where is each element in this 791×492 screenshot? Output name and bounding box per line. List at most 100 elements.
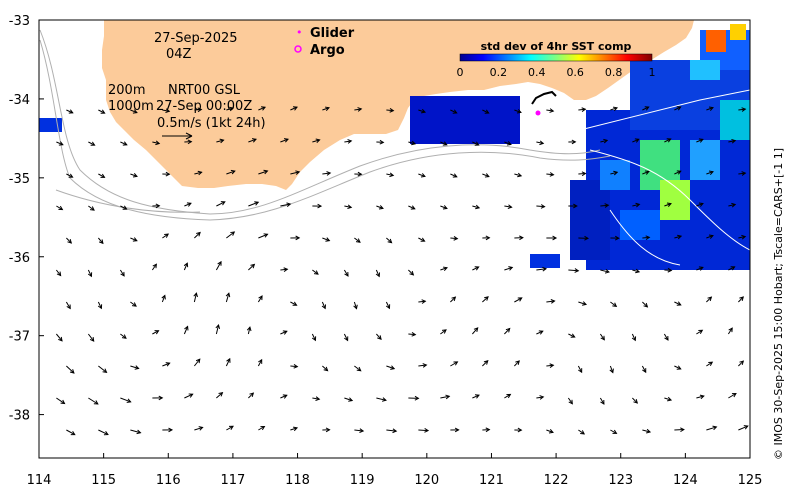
current-vector (408, 269, 414, 276)
current-vector-head (454, 427, 460, 433)
current-vector-head (161, 294, 166, 300)
current-vector (706, 107, 714, 111)
current-vector-head (574, 268, 580, 273)
current-vector (599, 333, 605, 341)
current-vector-head (90, 206, 95, 211)
current-vector-head (743, 425, 749, 430)
current-vector-head (326, 171, 332, 176)
current-vector-head (389, 172, 395, 178)
current-vector-head (69, 369, 75, 374)
current-vector-head (102, 368, 108, 374)
current-vector-head (452, 173, 458, 178)
credit-text: © IMOS 30-Sep-2025 15:00 Hobart; Tscale=… (772, 147, 785, 460)
current-vector (343, 333, 349, 341)
current-vector (696, 266, 704, 271)
current-vector-head (217, 260, 222, 266)
current-vector (311, 333, 316, 341)
map-time: 04Z (166, 47, 192, 62)
current-vector (610, 171, 618, 175)
current-vector (225, 293, 230, 303)
current-vector (642, 236, 650, 239)
current-vector (641, 365, 647, 373)
current-vector-head (677, 234, 683, 240)
current-vector-head (379, 139, 385, 145)
current-vector (418, 429, 429, 432)
current-vector-head (344, 271, 349, 277)
scale-label: 0.5m/s (1kt 24h) (157, 116, 266, 131)
current-vector (450, 173, 457, 178)
current-vector-head (347, 139, 353, 144)
product-time-label: 27-Sep 00:00Z (156, 99, 252, 114)
current-vector-head (229, 106, 235, 112)
current-vector-head (414, 395, 420, 401)
longitude-axis: 114 115 116 117 118 119 120 121 122 123 124 125 (27, 453, 762, 488)
current-vector (247, 327, 251, 335)
current-vector (322, 107, 330, 111)
current-vector-head (195, 358, 201, 364)
current-vector (66, 237, 72, 244)
current-vector (674, 301, 681, 306)
current-vector-head (712, 425, 718, 431)
current-vector-head (708, 234, 714, 239)
current-vector-head (197, 107, 203, 113)
current-vector (98, 109, 105, 114)
current-vector (546, 300, 555, 303)
current-vector (482, 173, 490, 178)
current-vector-head (286, 202, 292, 207)
current-vector-head (188, 393, 194, 398)
current-vector (706, 361, 713, 367)
current-vector (376, 397, 387, 401)
current-vector-head (152, 263, 157, 269)
current-vector (610, 301, 617, 307)
current-vector (344, 140, 352, 143)
current-vector-head (68, 173, 74, 178)
current-vector (504, 328, 511, 335)
lat-tick-label: -37 (9, 330, 30, 345)
current-vector (696, 329, 703, 335)
current-vector (194, 108, 202, 111)
current-vector-head (708, 170, 714, 176)
current-vector (194, 171, 202, 175)
current-vector-head (197, 170, 203, 176)
current-vector-head (132, 302, 137, 307)
current-vector (280, 203, 291, 207)
current-vector-head (411, 331, 417, 337)
current-vector (727, 327, 733, 335)
current-vector-head (631, 336, 637, 342)
current-vector (290, 365, 298, 368)
current-vector (696, 138, 704, 143)
current-vector (258, 106, 266, 111)
current-vector-head (612, 302, 618, 308)
current-vector-head (292, 301, 298, 306)
current-vector (312, 269, 319, 275)
current-vector (130, 301, 137, 307)
glider-legend-label: Glider (310, 26, 355, 41)
current-vector (386, 365, 395, 370)
current-vector-head (387, 238, 393, 244)
current-vector (738, 296, 744, 303)
current-vector-head (56, 271, 62, 277)
current-vector-head (603, 138, 609, 144)
current-vector (578, 301, 587, 305)
current-vector (183, 263, 188, 271)
current-vector-head (193, 292, 198, 298)
current-vector (194, 426, 203, 431)
current-vector (56, 397, 65, 404)
current-vector-head (254, 201, 260, 206)
current-vector (642, 301, 648, 308)
current-vector-head (484, 173, 490, 178)
current-vector (386, 109, 394, 112)
current-vector-head (550, 299, 556, 304)
current-vector (663, 333, 669, 341)
lat-tick-label: -33 (9, 14, 30, 29)
current-vector-head (263, 169, 269, 175)
current-vector-head (357, 107, 363, 112)
current-vector (599, 397, 605, 405)
current-vector-head (516, 109, 522, 114)
current-vector (322, 237, 330, 242)
current-vector-head (708, 361, 714, 366)
current-vector (418, 109, 426, 113)
current-vector-head (136, 429, 142, 435)
current-vector (280, 268, 288, 271)
